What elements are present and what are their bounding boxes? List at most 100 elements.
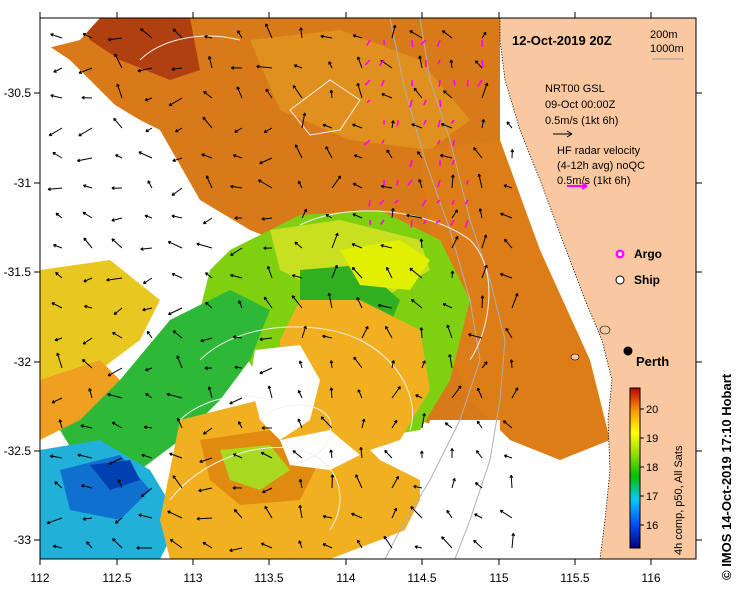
colorbar-ticks: 20 19 18 17 16: [640, 404, 658, 532]
current-arrow: [361, 325, 369, 339]
current-arrow: [451, 385, 462, 399]
hf-arrow: [396, 179, 399, 186]
current-arrow: [146, 330, 153, 339]
current-arrow: [50, 94, 63, 99]
current-arrow: [291, 295, 303, 309]
current-arrow: [357, 56, 363, 69]
current-arrow: [232, 335, 243, 339]
current-arrow: [331, 232, 339, 249]
y-tick-label: -30.5: [4, 86, 32, 100]
current-arrow: [205, 272, 213, 279]
perth-marker: [623, 346, 633, 356]
current-arrow: [82, 33, 93, 39]
current-arrow: [167, 240, 183, 249]
current-arrow: [50, 33, 63, 39]
current-arrow: [505, 327, 513, 339]
current-arrow: [474, 482, 483, 489]
hf-arrow: [420, 39, 427, 46]
current-arrow: [476, 387, 483, 399]
current-arrow: [292, 84, 303, 99]
current-arrow: [77, 453, 93, 459]
hf-arrow: [423, 99, 427, 106]
current-arrow: [391, 386, 401, 399]
current-arrow: [83, 237, 93, 249]
current-arrow: [322, 514, 333, 519]
current-arrow: [301, 112, 307, 129]
current-arrow: [55, 212, 63, 219]
current-arrow: [260, 542, 273, 549]
current-arrow: [52, 152, 63, 159]
ship-label: Ship: [634, 273, 660, 287]
current-arrow: [329, 360, 334, 369]
hf-arrow: [465, 179, 469, 185]
hf-arrow: [409, 159, 413, 168]
current-arrow: [451, 209, 458, 219]
current-arrow: [84, 304, 93, 309]
current-vectors: [46, 23, 519, 553]
current-arrow: [413, 87, 423, 99]
current-arrow: [411, 123, 423, 129]
current-arrow: [451, 235, 459, 249]
current-arrow: [481, 361, 488, 369]
hf-arrow: [394, 199, 399, 205]
current-arrow: [114, 517, 123, 524]
current-arrow: [236, 86, 243, 99]
current-arrow: [55, 272, 63, 279]
current-arrow: [262, 487, 273, 494]
current-arrow: [234, 127, 243, 133]
current-arrow: [58, 419, 63, 429]
hf-radar-avg: (4-12h avg) noQC: [557, 160, 645, 172]
x-tick-label: 115: [489, 571, 508, 585]
current-arrow: [230, 184, 243, 189]
current-arrow: [230, 247, 243, 256]
current-arrow: [418, 178, 423, 189]
isobath-1000m-label: 1000m: [650, 43, 684, 55]
current-arrow: [172, 330, 183, 339]
current-arrow: [439, 153, 453, 159]
current-arrow: [417, 151, 423, 159]
current-arrow: [377, 303, 393, 309]
current-arrow: [359, 446, 363, 459]
current-arrow: [301, 208, 308, 219]
current-arrow: [352, 182, 363, 189]
current-arrow: [46, 517, 63, 525]
current-arrow: [168, 97, 183, 107]
current-arrow: [176, 417, 183, 429]
current-arrow: [238, 421, 243, 429]
current-arrow: [136, 545, 153, 550]
current-arrow: [263, 296, 273, 309]
current-arrow: [115, 154, 123, 159]
colorbar-tick-label: 16: [646, 520, 658, 532]
credit-text: © IMOS 14-Oct-2019 17:10 Hobart: [719, 373, 734, 580]
current-arrow: [291, 274, 303, 279]
current-arrow: [355, 474, 363, 489]
current-arrow: [80, 424, 93, 429]
current-arrow: [86, 541, 93, 549]
hf-arrow: [451, 159, 455, 166]
hf-arrow: [366, 39, 371, 46]
x-tick-label: 112: [30, 571, 49, 585]
hf-arrow: [421, 199, 427, 207]
current-arrow: [261, 426, 272, 430]
current-arrow: [176, 355, 183, 369]
current-arrow: [391, 507, 398, 519]
current-arrow: [380, 184, 393, 189]
current-arrow: [171, 187, 183, 196]
current-arrow: [204, 366, 213, 371]
current-arrow: [111, 238, 123, 249]
current-arrow: [169, 452, 183, 459]
current-arrow: [142, 307, 153, 312]
current-arrow: [511, 532, 516, 549]
current-arrow: [329, 449, 333, 459]
current-arrow: [172, 475, 183, 489]
current-arrow: [480, 295, 485, 309]
hf-arrow: [477, 79, 483, 87]
current-arrow: [141, 453, 153, 459]
hf-arrow: [438, 79, 441, 87]
x-tick-label: 112.5: [102, 571, 131, 585]
hf-arrow: [423, 119, 427, 126]
current-arrow: [511, 387, 519, 399]
current-arrow: [81, 484, 93, 489]
current-arrow: [351, 512, 363, 519]
